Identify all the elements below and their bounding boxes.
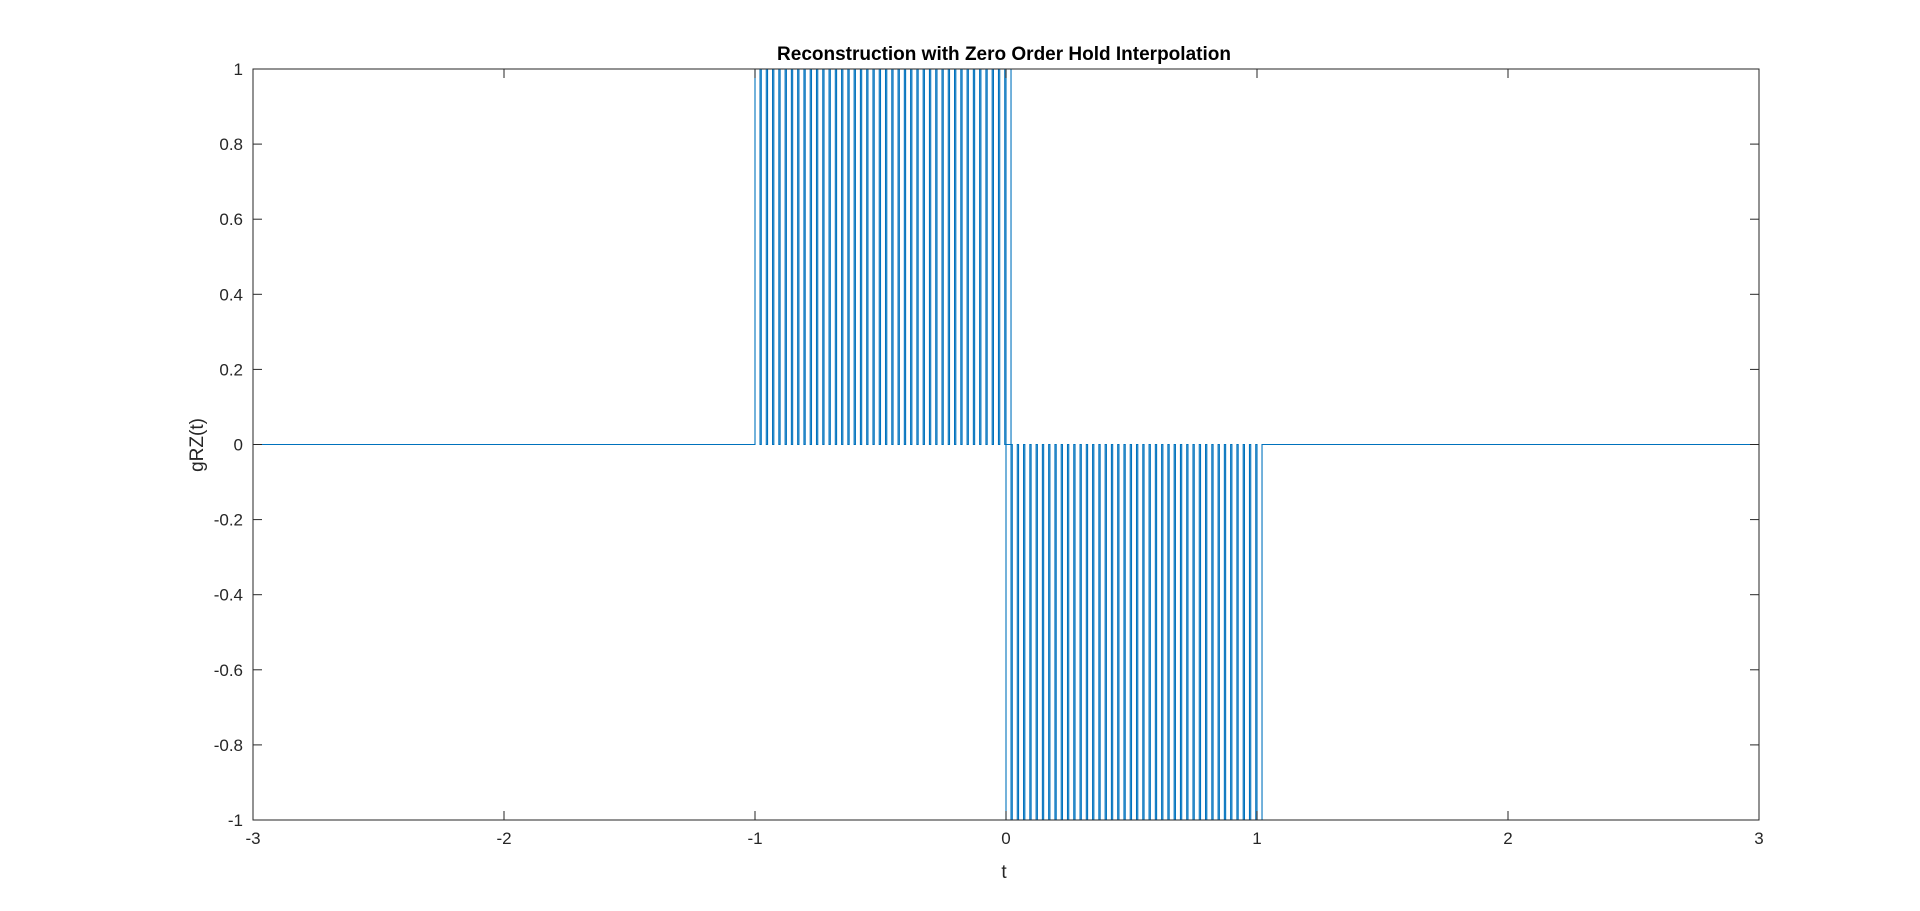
chart-title: Reconstruction with Zero Order Hold Inte…: [777, 44, 1231, 65]
y-tick-label: -0.6: [214, 661, 243, 680]
y-tick-label: 0.8: [219, 135, 243, 154]
x-tick-label: 0: [1001, 829, 1010, 848]
x-tick-label: 3: [1754, 829, 1763, 848]
plot-area: -3 -2 -1 0 1 2 3 -1 -0.8 -0.6 -0.4 -0.2 0 0.2 0.4 0.6 0.…: [214, 60, 1764, 848]
y-tick-label: -0.4: [214, 586, 243, 605]
y-tick-label: -1: [228, 811, 243, 830]
x-axis-label: t: [1001, 862, 1007, 883]
y-tick-label: 0: [234, 436, 243, 455]
x-tick-label: 2: [1503, 829, 1512, 848]
y-tick-label: 0.4: [219, 285, 243, 304]
y-tick-label: -0.8: [214, 736, 243, 755]
y-axis-label: gRZ(t): [187, 418, 208, 472]
y-tick-label: 1: [234, 60, 243, 79]
y-tick-label: 0.2: [219, 360, 243, 379]
x-tick-label: -3: [245, 829, 260, 848]
y-tick-label: -0.2: [214, 511, 243, 530]
x-tick-label: -2: [496, 829, 511, 848]
y-tick-label: 0.6: [219, 210, 243, 229]
x-tick-label: -1: [747, 829, 762, 848]
ticks-layer: -3 -2 -1 0 1 2 3 -1 -0.8 -0.6 -0.4 -0.2 0 0.2 0.4 0.6 0.…: [214, 60, 1764, 848]
x-tick-label: 1: [1252, 829, 1261, 848]
